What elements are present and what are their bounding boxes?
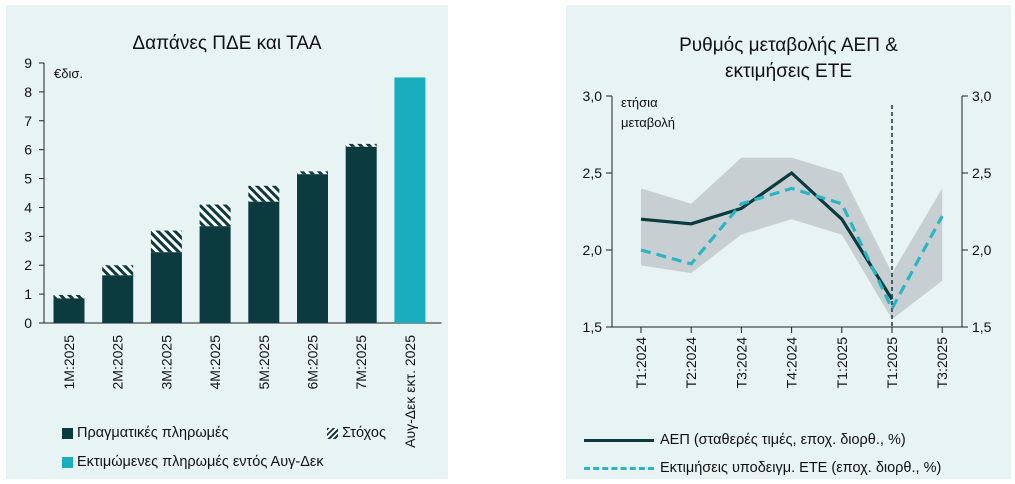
confidence-band [641, 157, 943, 320]
y-axis-label-line1: ετήσια [621, 95, 658, 110]
y-tick-label-left: 2,5 [583, 165, 603, 181]
x-tick-label: 3Μ:2025 [158, 335, 174, 390]
legend-swatch-teal [62, 456, 73, 468]
y-tick-label: 0 [24, 315, 32, 331]
model-series-line [640, 186, 944, 313]
x-tick-label: Τ2:2024 [683, 337, 699, 389]
bar-actual [248, 201, 280, 323]
legend-model-label: Εκτιμήσεις υποδειγμ. ΕΤΕ (εποχ. διορθ., … [660, 460, 942, 476]
y-axis-label-line2: μεταβολή [621, 115, 675, 130]
x-tick-label: 4Μ:2025 [207, 335, 223, 390]
legend-target: Στόχος [327, 425, 386, 441]
legend-swatch-dark [62, 427, 73, 439]
y-tick-label-left: 2,0 [583, 242, 603, 258]
bar-chart: 0 1 2 3 4 5 6 7 8 9 1Μ:2025 2Μ:2025 3Μ:2025 4Μ:2025 5… [24, 55, 442, 448]
y-tick-label: 5 [24, 171, 32, 187]
legend-gdp-label: ΑΕΠ (σταθερές τιμές, εποχ. διορθ., %) [660, 432, 906, 448]
y-tick-label: 7 [24, 113, 32, 129]
y-tick-label: 2 [24, 257, 32, 273]
y-tick-label: 4 [24, 199, 32, 215]
legend-dashed-line [584, 466, 654, 470]
bar-target [150, 230, 182, 253]
legend-gdp: ΑΕΠ (σταθερές τιμές, εποχ. διορθ., %) [584, 432, 906, 448]
bar-target [248, 185, 280, 202]
bar-actual [199, 226, 231, 323]
y-tick-label-right: 3,0 [972, 88, 992, 104]
bar-actual [53, 298, 85, 323]
line-chart: 1,5 1,5 2,0 2,0 2,5 2,5 3,0 3,0 Τ1:2024 Τ2:2024 Τ… [583, 88, 992, 389]
y-tick-label: 8 [24, 84, 32, 100]
legend-actual-label: Πραγματικές πληρωμές [77, 425, 229, 441]
x-tick-label: 1Μ:2025 [61, 335, 77, 390]
bar-actual [297, 174, 328, 323]
bar-target [297, 171, 328, 175]
bar-target [199, 204, 231, 227]
bar-actual [150, 252, 182, 323]
bar-target [102, 265, 134, 276]
legend-estimated: Εκτιμώμενες πληρωμές εντός Αυγ-Δεκ [62, 454, 324, 470]
y-tick-label: 6 [24, 142, 32, 158]
legend-target-label: Στόχος [342, 425, 386, 441]
right-chart-title-line1: Ρυθμός μεταβολής ΑΕΠ & [679, 35, 898, 56]
y-tick-label-right: 2,0 [972, 242, 992, 258]
y-tick-label-right: 1,5 [972, 319, 992, 335]
x-tick-label: Τ3:2025 [934, 337, 950, 389]
y-tick-label: 3 [24, 228, 32, 244]
y-tick-label-right: 2,5 [972, 165, 992, 181]
legend-swatch-hatched [327, 427, 338, 439]
gdp-series-line [640, 170, 894, 301]
bar-target [53, 294, 85, 299]
x-tick-label: Αυγ-Δεκ εκτ. 2025 [402, 335, 418, 448]
x-tick-label: Τ1:2025 [834, 337, 850, 389]
right-chart-panel: Ρυθμός μεταβολής ΑΕΠ & εκτιμήσεις ΕΤΕ 1,… [566, 5, 1011, 479]
bar-actual [102, 275, 134, 323]
x-tick-label: Τ3:2024 [733, 337, 749, 389]
x-tick-label: 6Μ:2025 [305, 335, 321, 390]
y-unit-label: €δισ. [54, 66, 83, 81]
y-tick-label-left: 1,5 [583, 319, 603, 335]
x-tick-label: Τ4:2024 [784, 337, 800, 389]
legend-estimated-label: Εκτιμώμενες πληρωμές εντός Αυγ-Δεκ [77, 454, 324, 470]
bar-estimated [394, 77, 426, 323]
left-chart-title: Δαπάνες ΠΔΕ και ΤΑΑ [132, 33, 322, 54]
y-tick-label: 9 [24, 55, 32, 71]
x-tick-label: Τ1:2024 [633, 337, 649, 389]
legend-actual: Πραγματικές πληρωμές [62, 425, 228, 441]
bar-actual [345, 146, 377, 323]
legend-solid-line [584, 438, 654, 442]
x-tick-label: 5Μ:2025 [256, 335, 272, 390]
left-chart-panel: Δαπάνες ΠΔΕ και ΤΑΑ 0 1 2 3 4 5 6 7 8 9 1Μ:2025 2Μ… [6, 5, 448, 479]
x-tick-label: 2Μ:2025 [110, 335, 126, 390]
bar-target [345, 143, 377, 147]
x-tick-label: Τ1:2025 [884, 337, 900, 389]
x-tick-label: 7Μ:2025 [353, 335, 369, 390]
legend-model: Εκτιμήσεις υποδειγμ. ΕΤΕ (εποχ. διορθ., … [584, 460, 941, 476]
y-tick-label-left: 3,0 [583, 88, 603, 104]
right-chart-title-line2: εκτιμήσεις ΕΤΕ [724, 61, 853, 82]
y-tick-label: 1 [24, 286, 32, 302]
